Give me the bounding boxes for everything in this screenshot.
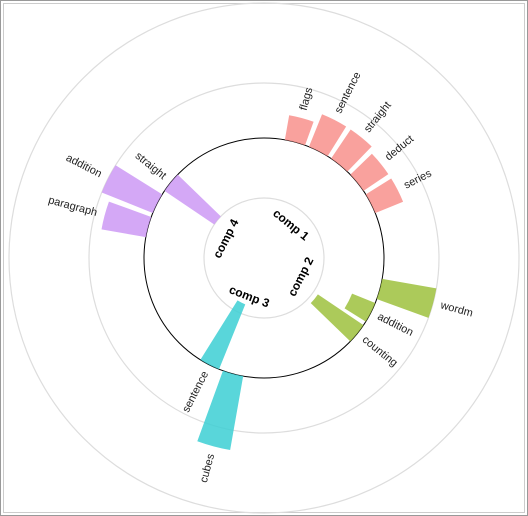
grid-circle — [8, 2, 520, 514]
bar — [101, 201, 152, 238]
grid-circle — [203, 197, 325, 319]
bar — [310, 294, 364, 342]
bar — [344, 293, 376, 322]
bar-label: flags — [298, 86, 316, 112]
bar — [308, 114, 347, 157]
baseline-circle — [143, 137, 385, 379]
bar — [101, 165, 163, 214]
bar — [350, 153, 389, 191]
bar — [365, 178, 404, 214]
inner-frame — [3, 3, 525, 513]
bar — [197, 370, 244, 451]
bar — [284, 115, 314, 146]
bar — [200, 300, 246, 370]
bar — [376, 278, 437, 318]
bar — [331, 129, 372, 172]
bar — [164, 174, 221, 225]
grid-circle — [88, 82, 440, 434]
